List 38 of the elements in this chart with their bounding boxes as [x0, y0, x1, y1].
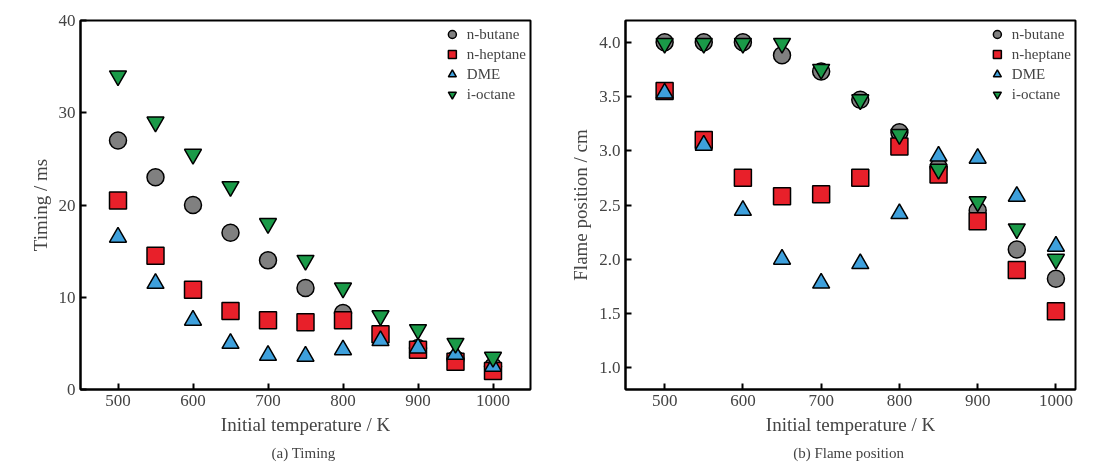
y-tick-label: 20	[58, 195, 76, 215]
text: (b) Flame position	[793, 444, 905, 462]
x-tick-label: 600	[730, 390, 756, 410]
legend-label: DME	[1011, 65, 1046, 83]
y-tick-label: 3.0	[599, 141, 621, 161]
y-tick-label: 10	[58, 287, 76, 307]
x-axis-title: Initial temperature / K	[220, 413, 391, 435]
y-tick-label: 4.0	[599, 32, 621, 52]
x-tick-label: 900	[405, 390, 431, 410]
y-tick-label: 1.0	[599, 358, 621, 378]
y-tick-label: 30	[58, 103, 76, 123]
x-tick-label: 1000	[476, 390, 510, 410]
legend-label: DME	[466, 65, 501, 83]
x-tick-label: 500	[105, 390, 131, 410]
x-axis-title: Initial temperature / K	[765, 413, 936, 435]
x-tick-label: 700	[808, 390, 834, 410]
legend-label: n-heptane	[1011, 45, 1071, 63]
legend-label: n-heptane	[466, 45, 526, 63]
x-tick-label: 500	[651, 390, 678, 410]
y-tick-label: 3.5	[599, 86, 621, 106]
y-tick-label: 2.5	[599, 195, 621, 215]
y-tick-label: 40	[58, 11, 76, 30]
legend-label: i-octane	[466, 85, 516, 103]
y-tick-label: 0	[67, 380, 76, 399]
y-tick-label: 2.0	[599, 249, 621, 269]
legend-label: n-butane	[466, 25, 520, 43]
y-axis-title: Flame position / cm	[570, 129, 592, 281]
x-tick-label: 800	[330, 390, 356, 410]
x-tick-label: 600	[180, 390, 206, 410]
y-tick-label: 1.5	[599, 304, 621, 324]
x-tick-label: 800	[886, 390, 913, 410]
legend-label: n-butane	[1011, 25, 1065, 43]
x-tick-label: 700	[255, 390, 281, 410]
text: (a) Timing	[271, 444, 336, 462]
legend-label: i-octane	[1011, 85, 1061, 103]
x-tick-label: 900	[964, 390, 991, 410]
y-axis-title: Timing / ms	[29, 158, 51, 252]
x-tick-label: 1000	[1038, 390, 1073, 410]
